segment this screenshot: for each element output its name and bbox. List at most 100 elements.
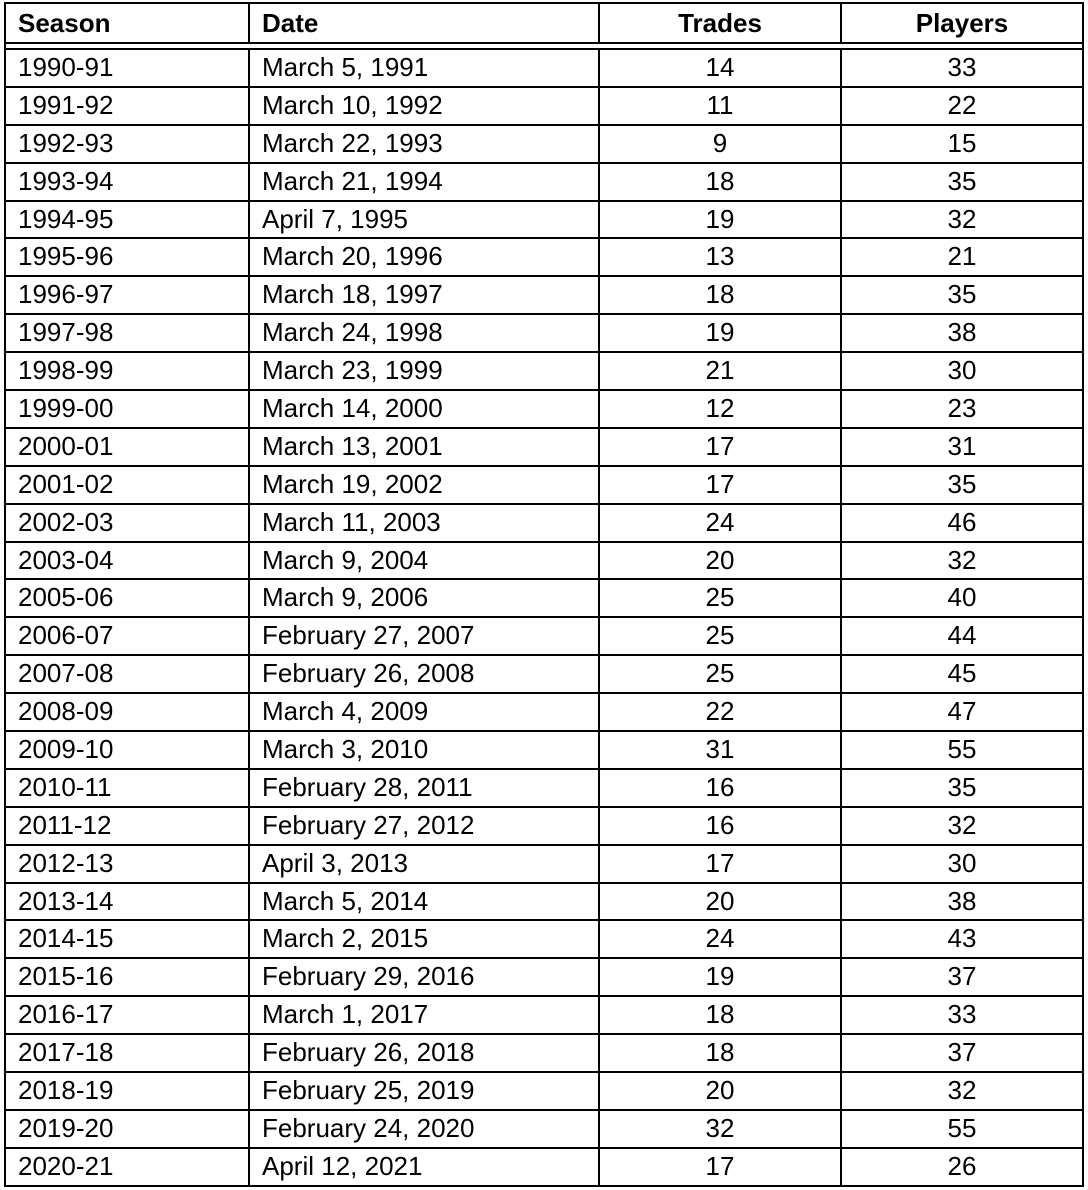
table-row: 2019-20 February 24, 2020 32 55 [4, 1110, 1084, 1149]
cell-date: April 12, 2021 [248, 1148, 598, 1187]
cell-trades: 20 [598, 1073, 840, 1111]
cell-season: 2007-08 [4, 656, 248, 695]
cell-season: 2010-11 [4, 769, 248, 808]
cell-date: March 24, 1998 [248, 315, 598, 354]
cell-date: March 13, 2001 [248, 428, 598, 467]
header-season: Season [4, 4, 248, 44]
cell-date: February 29, 2016 [248, 959, 598, 998]
cell-trades: 20 [598, 542, 840, 581]
cell-season: 2013-14 [4, 883, 248, 922]
cell-season: 1999-00 [4, 391, 248, 429]
table-row: 2000-01 March 13, 2001 17 31 [4, 428, 1084, 467]
cell-season: 2012-13 [4, 845, 248, 884]
cell-players: 33 [840, 50, 1084, 88]
cell-date: March 10, 1992 [248, 87, 598, 126]
table-row: 2007-08 February 26, 2008 25 45 [4, 656, 1084, 695]
table-row: 2006-07 February 27, 2007 25 44 [4, 618, 1084, 657]
cell-date: February 26, 2008 [248, 656, 598, 695]
cell-season: 1995-96 [4, 239, 248, 278]
cell-date: March 5, 2014 [248, 883, 598, 922]
cell-date: March 5, 1991 [248, 50, 598, 88]
cell-season: 2011-12 [4, 807, 248, 846]
cell-trades: 31 [598, 732, 840, 770]
cell-players: 22 [840, 87, 1084, 126]
cell-trades: 19 [598, 959, 840, 998]
cell-trades: 18 [598, 163, 840, 202]
cell-players: 55 [840, 732, 1084, 770]
cell-players: 55 [840, 1110, 1084, 1149]
table-row: 1999-00 March 14, 2000 12 23 [4, 391, 1084, 429]
cell-trades: 14 [598, 50, 840, 88]
cell-trades: 18 [598, 1035, 840, 1074]
cell-date: February 26, 2018 [248, 1035, 598, 1074]
table-row: 1991-92 March 10, 1992 11 22 [4, 87, 1084, 126]
cell-players: 30 [840, 353, 1084, 392]
cell-season: 1990-91 [4, 50, 248, 88]
cell-players: 31 [840, 428, 1084, 467]
cell-date: March 1, 2017 [248, 997, 598, 1036]
header-date: Date [248, 4, 598, 44]
cell-trades: 18 [598, 997, 840, 1036]
cell-season: 1996-97 [4, 277, 248, 316]
cell-players: 15 [840, 125, 1084, 164]
header-trades: Trades [598, 4, 840, 44]
cell-date: March 19, 2002 [248, 466, 598, 505]
cell-players: 35 [840, 769, 1084, 808]
cell-date: March 2, 2015 [248, 921, 598, 960]
table-row: 2012-13 April 3, 2013 17 30 [4, 845, 1084, 884]
cell-season: 2008-09 [4, 694, 248, 733]
cell-trades: 17 [598, 466, 840, 505]
cell-trades: 32 [598, 1110, 840, 1149]
cell-players: 35 [840, 163, 1084, 202]
cell-season: 2006-07 [4, 618, 248, 657]
cell-date: March 20, 1996 [248, 239, 598, 278]
cell-players: 32 [840, 807, 1084, 846]
header-divider [4, 44, 1084, 50]
cell-season: 2001-02 [4, 466, 248, 505]
cell-trades: 25 [598, 656, 840, 695]
cell-season: 2005-06 [4, 580, 248, 619]
table-row: 1998-99 March 23, 1999 21 30 [4, 353, 1084, 392]
cell-season: 2003-04 [4, 542, 248, 581]
cell-players: 40 [840, 580, 1084, 619]
cell-trades: 18 [598, 277, 840, 316]
cell-trades: 16 [598, 769, 840, 808]
cell-date: March 21, 1994 [248, 163, 598, 202]
table-row: 2016-17 March 1, 2017 18 33 [4, 997, 1084, 1036]
cell-season: 1998-99 [4, 353, 248, 392]
table-row: 2008-09 March 4, 2009 22 47 [4, 694, 1084, 733]
cell-season: 2015-16 [4, 959, 248, 998]
cell-trades: 9 [598, 125, 840, 164]
cell-players: 35 [840, 277, 1084, 316]
table-row: 2020-21 April 12, 2021 17 26 [4, 1148, 1084, 1187]
header-players: Players [840, 4, 1084, 44]
cell-trades: 17 [598, 428, 840, 467]
cell-date: February 27, 2007 [248, 618, 598, 657]
cell-players: 38 [840, 315, 1084, 354]
cell-season: 2009-10 [4, 732, 248, 770]
table-row: 2018-19 February 25, 2019 20 32 [4, 1073, 1084, 1111]
table-row: 2014-15 March 2, 2015 24 43 [4, 921, 1084, 960]
cell-date: March 11, 2003 [248, 504, 598, 543]
table-row: 1996-97 March 18, 1997 18 35 [4, 277, 1084, 316]
table-row: 2013-14 March 5, 2014 20 38 [4, 883, 1084, 922]
cell-date: March 9, 2006 [248, 580, 598, 619]
cell-season: 1992-93 [4, 125, 248, 164]
trade-deadline-table: Season Date Trades Players 1990-91 March … [4, 2, 1084, 1187]
cell-players: 32 [840, 201, 1084, 240]
table-row: 2005-06 March 9, 2006 25 40 [4, 580, 1084, 619]
table-row: 2010-11 February 28, 2011 16 35 [4, 769, 1084, 808]
cell-players: 30 [840, 845, 1084, 884]
cell-date: March 4, 2009 [248, 694, 598, 733]
cell-players: 43 [840, 921, 1084, 960]
cell-season: 2017-18 [4, 1035, 248, 1074]
cell-players: 32 [840, 542, 1084, 581]
cell-season: 2002-03 [4, 504, 248, 543]
cell-date: February 27, 2012 [248, 807, 598, 846]
cell-trades: 17 [598, 845, 840, 884]
cell-season: 1993-94 [4, 163, 248, 202]
cell-date: March 3, 2010 [248, 732, 598, 770]
cell-trades: 12 [598, 391, 840, 429]
cell-date: February 25, 2019 [248, 1073, 598, 1111]
cell-trades: 13 [598, 239, 840, 278]
